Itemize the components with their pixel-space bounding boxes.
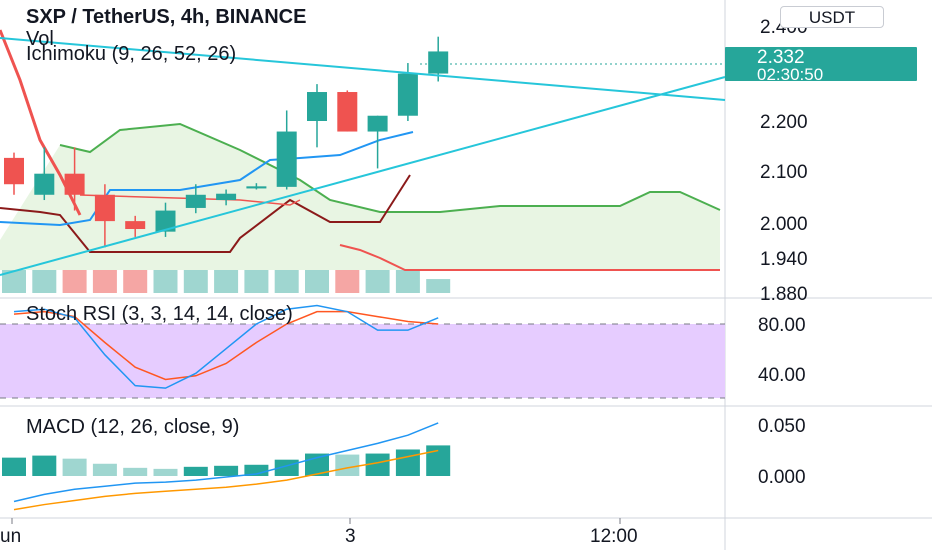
time-axis-tick: un bbox=[0, 526, 21, 547]
stoch-rsi-pane[interactable] bbox=[0, 304, 725, 399]
stoch-rsi-label[interactable]: Stoch RSI (3, 3, 14, 14, close) bbox=[26, 303, 293, 325]
macd-histogram-bar bbox=[426, 445, 451, 476]
axes: 2.4002.2002.1002.0001.9401.88080.0040.00… bbox=[0, 17, 808, 547]
volume-indicator-label[interactable]: Vol bbox=[26, 28, 54, 50]
macd-histogram-bar bbox=[183, 466, 208, 476]
candle-body bbox=[428, 51, 449, 74]
macd-histogram-bar bbox=[244, 464, 269, 476]
stoch-axis-tick: 40.00 bbox=[758, 365, 806, 386]
last-price-tag bbox=[725, 47, 917, 81]
candle-body bbox=[276, 131, 297, 187]
price-pane[interactable] bbox=[0, 29, 726, 293]
macd-histogram-bar bbox=[2, 457, 26, 476]
macd-pane[interactable] bbox=[2, 422, 451, 511]
macd-histogram-bar bbox=[123, 467, 148, 476]
stoch-k-line bbox=[13, 304, 439, 389]
ichimoku-tenkan bbox=[0, 131, 414, 227]
candle-body bbox=[64, 173, 85, 195]
chart-title: SXP / TetherUS, 4h, BINANCE bbox=[26, 6, 306, 28]
macd-histogram-bar bbox=[92, 463, 117, 476]
last-price-value: 2.332 bbox=[757, 47, 805, 68]
macd-histogram-bar bbox=[335, 454, 360, 476]
candle-body bbox=[216, 193, 237, 201]
candle-body bbox=[246, 186, 267, 189]
macd-histogram-bar bbox=[365, 453, 390, 476]
macd-label[interactable]: MACD (12, 26, close, 9) bbox=[26, 416, 239, 438]
volume-bar bbox=[426, 279, 451, 293]
stoch-axis-tick: 80.00 bbox=[758, 315, 806, 336]
currency-selector-button[interactable]: USDT bbox=[780, 6, 884, 28]
candle-body bbox=[155, 210, 176, 232]
candle-body bbox=[125, 221, 146, 230]
price-axis-tick: 1.940 bbox=[760, 249, 808, 270]
price-axis-tick: 2.200 bbox=[760, 112, 808, 133]
time-axis-tick: 3 bbox=[345, 526, 356, 547]
candle-body bbox=[94, 194, 115, 222]
bar-countdown: 02:30:50 bbox=[757, 65, 823, 84]
stoch-band bbox=[0, 324, 725, 398]
price-axis-tick: 2.100 bbox=[760, 162, 808, 183]
resistance-trendline bbox=[0, 37, 726, 101]
macd-signal-line bbox=[13, 449, 439, 511]
macd-axis-tick: 0.000 bbox=[758, 467, 806, 488]
candle-body bbox=[307, 92, 327, 121]
macd-axis-tick: 0.050 bbox=[758, 416, 806, 437]
time-axis-tick: 12:00 bbox=[590, 526, 638, 547]
macd-histogram-bar bbox=[395, 449, 420, 476]
candle-body bbox=[185, 194, 206, 208]
stoch-d-line bbox=[13, 310, 439, 381]
candle-body bbox=[367, 115, 388, 132]
candle-body bbox=[34, 173, 55, 195]
macd-histogram-bar bbox=[32, 455, 57, 476]
candle-body bbox=[337, 92, 358, 132]
price-axis-tick: 2.000 bbox=[760, 214, 808, 235]
ichimoku-cloud bbox=[0, 124, 720, 270]
ichimoku-indicator-label[interactable]: Ichimoku (9, 26, 52, 26) bbox=[26, 43, 236, 65]
macd-histogram-bar bbox=[153, 468, 178, 476]
macd-histogram-bar bbox=[62, 458, 87, 476]
macd-line bbox=[13, 422, 439, 503]
ichimoku-span-b bbox=[339, 244, 720, 271]
macd-histogram-bar bbox=[214, 465, 239, 476]
candle-body bbox=[397, 73, 418, 116]
candle-body bbox=[4, 157, 24, 185]
price-axis-tick: 1.880 bbox=[760, 284, 808, 305]
ichimoku-kijun bbox=[0, 174, 411, 253]
ichimoku-span-a bbox=[59, 122, 721, 213]
support-trendline bbox=[0, 76, 726, 276]
